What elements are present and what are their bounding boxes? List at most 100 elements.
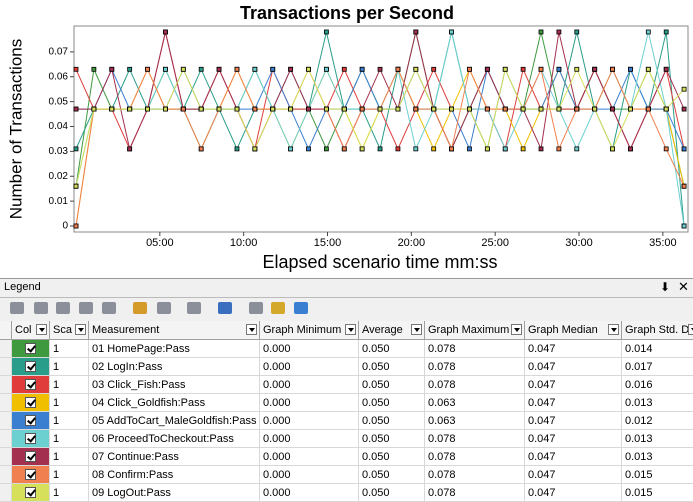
stat-cell: 0.050 [359, 484, 425, 502]
data-point [323, 146, 329, 152]
filter-dropdown[interactable] [246, 324, 257, 335]
stat-cell: 0.015 [622, 466, 693, 484]
data-point [163, 66, 168, 72]
filter-dropdown[interactable] [411, 324, 422, 335]
column-header[interactable]: Graph Std. De [622, 321, 693, 340]
data-point [610, 66, 615, 72]
data-point [467, 66, 472, 72]
toolbar-button[interactable] [133, 302, 147, 314]
data-point [449, 106, 454, 112]
visibility-checkbox[interactable] [25, 361, 36, 372]
data-point [306, 66, 311, 72]
cell-text: 0.047 [528, 433, 556, 445]
toolbar-button[interactable] [157, 302, 171, 314]
row-indicator-header [0, 321, 12, 340]
visibility-checkbox[interactable] [25, 487, 36, 498]
filter-dropdown[interactable] [688, 324, 693, 335]
data-point [198, 146, 204, 152]
toolbar-button[interactable] [218, 302, 232, 314]
visibility-checkbox[interactable] [25, 451, 36, 462]
cell-text: 0.047 [528, 397, 556, 409]
cell-text: 0.050 [362, 379, 390, 391]
row-indicator [0, 448, 12, 466]
visibility-checkbox[interactable] [25, 469, 36, 480]
cell-text: 0.078 [428, 487, 456, 499]
filter-dropdown[interactable] [345, 324, 356, 335]
color-swatch[interactable] [12, 448, 50, 466]
data-point [306, 146, 311, 152]
cell-text: 0.078 [428, 469, 456, 481]
data-point [431, 106, 437, 112]
filter-dropdown[interactable] [608, 324, 619, 335]
stat-cell: 0.000 [260, 340, 359, 358]
visibility-checkbox[interactable] [25, 379, 36, 390]
toolbar-button[interactable] [271, 302, 285, 314]
color-swatch[interactable] [12, 430, 50, 448]
stat-cell: 0.050 [359, 412, 425, 430]
visibility-checkbox[interactable] [25, 415, 36, 426]
cell-text: 0.000 [263, 487, 291, 499]
visibility-checkbox[interactable] [25, 397, 36, 408]
data-point [180, 106, 186, 112]
stat-cell: 0.078 [425, 484, 525, 502]
close-button[interactable]: ✕ [678, 279, 689, 294]
data-point [520, 106, 526, 112]
cell-text: 0.000 [263, 451, 291, 463]
plot-frame [73, 25, 689, 233]
x-axis-title: Elapsed scenario time mm:ss [262, 252, 497, 272]
toolbar-button[interactable] [10, 302, 24, 314]
y-tick-label: 0.05 [49, 96, 69, 107]
y-tick-label: 0.07 [49, 47, 69, 58]
data-point [556, 66, 562, 72]
toolbar-button[interactable] [102, 302, 116, 314]
stat-cell: 0.050 [359, 376, 425, 394]
visibility-checkbox[interactable] [25, 343, 36, 354]
column-header[interactable]: Average [359, 321, 425, 340]
scale-cell: 1 [50, 412, 89, 430]
data-point [377, 66, 383, 72]
data-point [520, 146, 526, 152]
toolbar-button[interactable] [56, 302, 70, 314]
data-point [484, 146, 490, 152]
x-tick-label: 30:00 [565, 237, 593, 249]
filter-dropdown[interactable] [511, 324, 522, 335]
color-swatch[interactable] [12, 394, 50, 412]
column-header[interactable]: Col [12, 321, 50, 340]
toolbar-button[interactable] [249, 302, 263, 314]
visibility-checkbox[interactable] [25, 433, 36, 444]
color-swatch[interactable] [12, 484, 50, 502]
color-swatch[interactable] [12, 376, 50, 394]
stat-cell: 0.047 [525, 340, 622, 358]
cell-text: 08 Confirm:Pass [92, 469, 174, 481]
column-header[interactable]: Sca [50, 321, 89, 340]
cell-text: 0.015 [625, 469, 653, 481]
toolbar-button[interactable] [34, 302, 48, 314]
color-swatch[interactable] [12, 340, 50, 358]
data-point [538, 146, 544, 152]
toolbar-button[interactable] [294, 302, 308, 314]
column-header[interactable]: Graph Minimum [260, 321, 359, 340]
data-point [645, 29, 651, 35]
column-header[interactable]: Graph Maximum [425, 321, 525, 340]
y-tick-label: 0.06 [49, 71, 69, 82]
stat-cell: 0.078 [425, 448, 525, 466]
cell-text: 03 Click_Fish:Pass [92, 379, 186, 391]
toolbar-button[interactable] [79, 302, 93, 314]
measurement-cell: 03 Click_Fish:Pass [89, 376, 260, 394]
color-swatch[interactable] [12, 412, 50, 430]
data-point [377, 106, 383, 112]
data-point [216, 66, 222, 72]
toolbar-button[interactable] [187, 302, 201, 314]
x-tick-label: 20:00 [398, 237, 426, 249]
filter-dropdown[interactable] [75, 324, 86, 335]
filter-dropdown[interactable] [36, 324, 47, 335]
data-point [556, 29, 562, 35]
cell-text: 0.047 [528, 451, 556, 463]
color-swatch[interactable] [12, 358, 50, 376]
cell-text: 0.000 [263, 433, 291, 445]
color-swatch[interactable] [12, 466, 50, 484]
scale-cell: 1 [50, 394, 89, 412]
column-header[interactable]: Graph Median [525, 321, 622, 340]
column-header[interactable]: Measurement [89, 321, 260, 340]
pin-button[interactable]: ⬇ [660, 280, 671, 294]
